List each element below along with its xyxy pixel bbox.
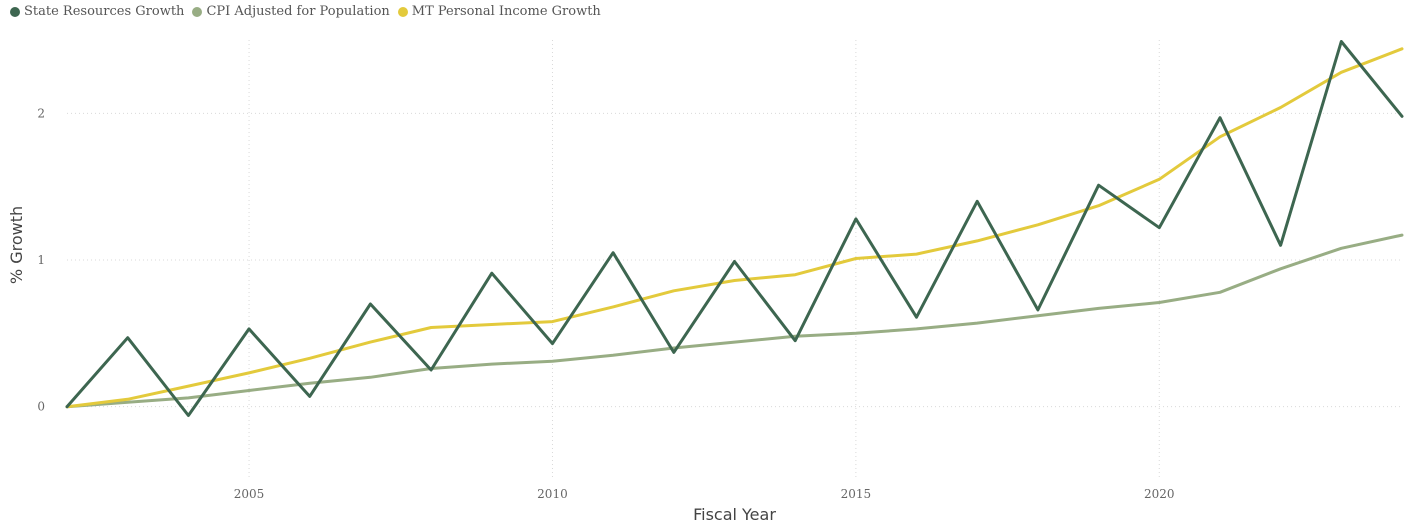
x-axis-title: Fiscal Year [693,505,776,524]
legend-item-personal-income[interactable]: MT Personal Income Growth [397,4,601,19]
x-tick-label: 2020 [1144,487,1175,501]
chart-legend: State Resources Growth CPI Adjusted for … [10,4,601,19]
series-line-cpi-adjusted-for-population[interactable] [65,233,1404,409]
y-tick-label: 2 [37,106,45,120]
y-axis-title: % Growth [7,206,26,284]
gridlines [67,40,1402,480]
axis-ticks: 0 1 2 2005 2010 2015 2020 [37,106,1174,501]
x-tick-label: 2010 [537,487,568,501]
legend-label: MT Personal Income Growth [411,4,601,19]
x-tick-label: 2015 [841,487,872,501]
legend-marker-icon [397,6,408,17]
y-tick-label: 0 [37,400,45,414]
legend-label: State Resources Growth [24,4,185,19]
legend-marker-icon [10,6,20,17]
legend-item-cpi[interactable]: CPI Adjusted for Population [192,4,390,19]
series-line-mt-personal-income-growth[interactable] [65,47,1404,409]
x-tick-label: 2005 [234,487,265,501]
series-lines [65,40,1404,417]
series-line-state-resources-growth[interactable] [65,40,1404,417]
y-tick-label: 1 [37,253,45,267]
legend-label: CPI Adjusted for Population [206,4,390,19]
legend-marker-icon [192,6,203,17]
legend-item-state-resources[interactable]: State Resources Growth [10,4,184,19]
